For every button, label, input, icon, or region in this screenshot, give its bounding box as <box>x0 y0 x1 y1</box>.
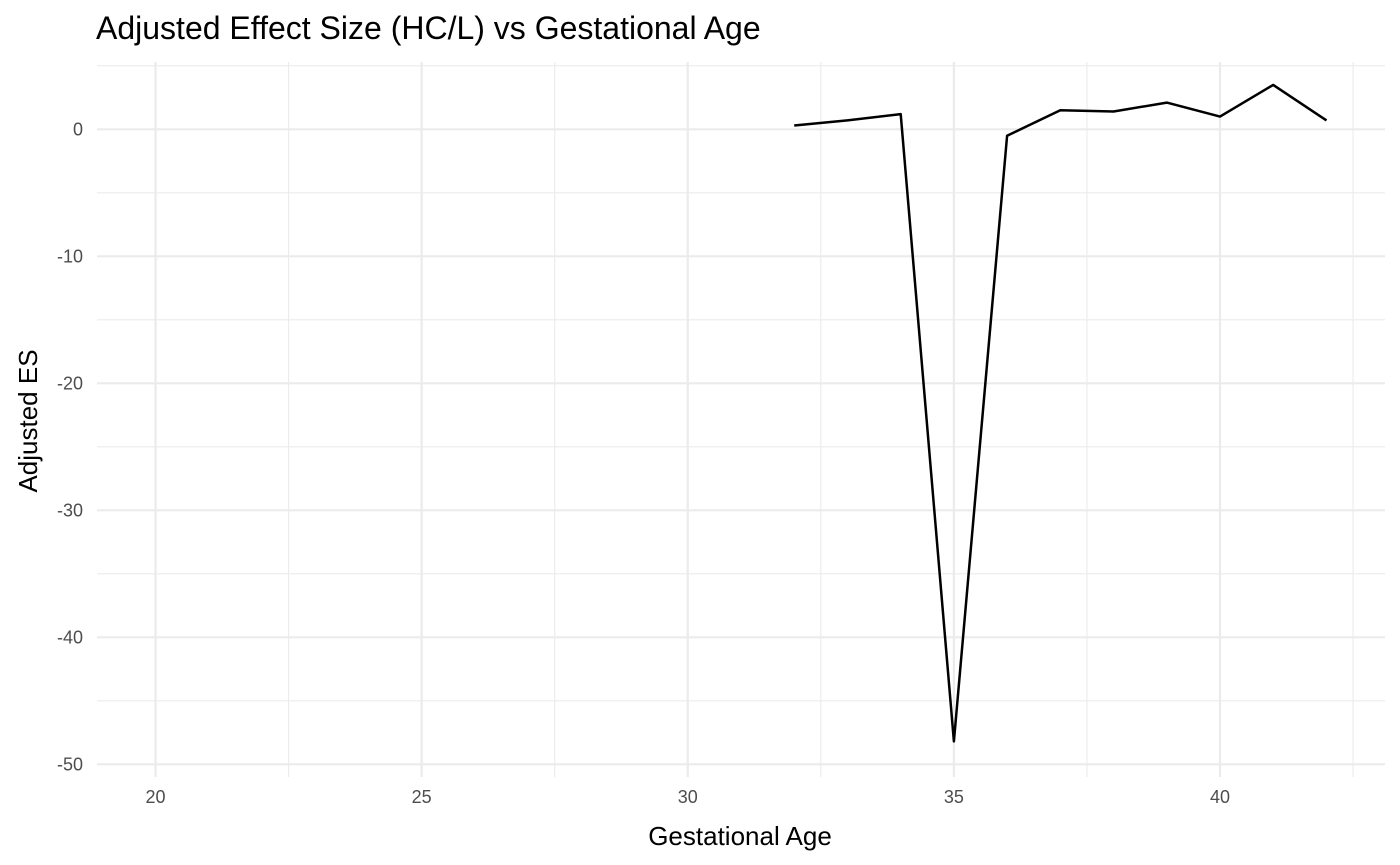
x-tick-label: 20 <box>146 787 166 807</box>
x-tick-label: 35 <box>944 787 964 807</box>
y-tick-labels: -50 -40 -30 -20 -10 0 <box>57 119 83 774</box>
x-tick-labels: 20 25 30 35 40 <box>146 787 1230 807</box>
x-tick-label: 30 <box>678 787 698 807</box>
y-tick-label: -10 <box>57 246 83 266</box>
x-tick-label: 40 <box>1210 787 1230 807</box>
series-group <box>794 83 1328 743</box>
y-tick-label: -50 <box>57 754 83 774</box>
series-line-0 <box>794 83 1328 743</box>
y-tick-label: -20 <box>57 373 83 393</box>
y-tick-label: -40 <box>57 627 83 647</box>
y-axis-title: Adjusted ES <box>13 349 43 492</box>
x-tick-label: 25 <box>412 787 432 807</box>
grid <box>97 62 1385 777</box>
x-axis-title: Gestational Age <box>648 821 832 851</box>
y-tick-label: 0 <box>73 119 83 139</box>
y-tick-label: -30 <box>57 500 83 520</box>
chart-title: Adjusted Effect Size (HC/L) vs Gestation… <box>96 10 761 46</box>
